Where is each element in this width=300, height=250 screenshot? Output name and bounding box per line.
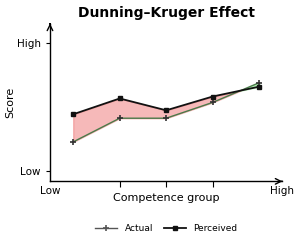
Text: Low: Low — [40, 186, 60, 196]
Actual — [257, 81, 261, 84]
Text: High: High — [270, 186, 294, 196]
Actual — [164, 117, 168, 120]
Line: Actual: Actual — [70, 79, 263, 145]
Actual — [118, 117, 122, 120]
Y-axis label: Score: Score — [6, 87, 16, 118]
Perceived — [71, 113, 75, 116]
Legend: Actual, Perceived: Actual, Perceived — [91, 220, 241, 237]
Title: Dunning–Kruger Effect: Dunning–Kruger Effect — [78, 6, 255, 20]
X-axis label: Competence group: Competence group — [113, 193, 220, 203]
Actual — [71, 140, 75, 143]
Actual — [211, 101, 214, 104]
Perceived — [211, 95, 214, 98]
Perceived — [164, 109, 168, 112]
Perceived — [257, 85, 261, 88]
Line: Perceived: Perceived — [71, 84, 262, 117]
Perceived — [118, 97, 122, 100]
